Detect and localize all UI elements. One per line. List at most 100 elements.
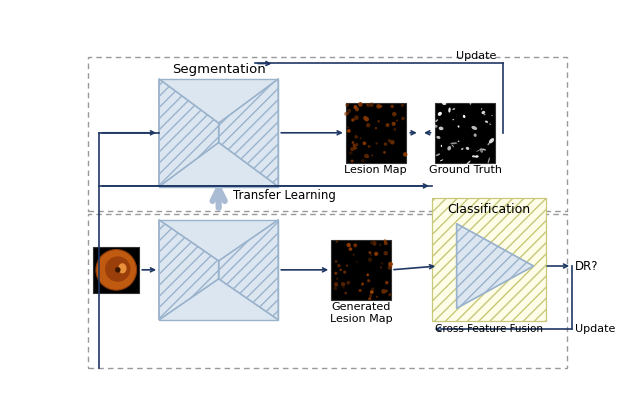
Circle shape (385, 143, 387, 145)
Bar (93, 247, 140, 293)
Circle shape (370, 295, 371, 297)
Circle shape (349, 152, 352, 154)
Bar (435, 103, 495, 163)
Polygon shape (219, 79, 278, 186)
Circle shape (353, 144, 355, 146)
Circle shape (385, 290, 387, 292)
Ellipse shape (466, 160, 470, 165)
Ellipse shape (475, 155, 479, 158)
Bar (432, 198, 546, 321)
Circle shape (366, 155, 369, 157)
Ellipse shape (492, 115, 493, 116)
Ellipse shape (463, 115, 465, 118)
Ellipse shape (458, 125, 460, 128)
Polygon shape (159, 79, 219, 186)
Ellipse shape (466, 147, 469, 150)
Circle shape (377, 105, 380, 108)
Circle shape (367, 274, 368, 276)
Ellipse shape (474, 134, 477, 137)
Ellipse shape (483, 114, 486, 115)
Circle shape (389, 262, 392, 266)
Text: Transfer Learning: Transfer Learning (232, 189, 335, 202)
Ellipse shape (451, 144, 454, 147)
Ellipse shape (436, 153, 440, 156)
Ellipse shape (118, 263, 127, 273)
Circle shape (376, 143, 378, 144)
Circle shape (369, 258, 372, 261)
Circle shape (373, 242, 376, 245)
Circle shape (402, 104, 403, 105)
Circle shape (380, 105, 381, 107)
Circle shape (346, 104, 349, 106)
Circle shape (369, 298, 371, 299)
Circle shape (352, 119, 354, 121)
Circle shape (392, 122, 395, 125)
Ellipse shape (476, 148, 482, 152)
Ellipse shape (472, 126, 477, 130)
Ellipse shape (482, 149, 486, 150)
Circle shape (349, 248, 351, 250)
Circle shape (346, 265, 348, 266)
Circle shape (347, 282, 349, 284)
Bar (432, 198, 546, 321)
Circle shape (355, 136, 357, 138)
Text: Generated
Lesion Map: Generated Lesion Map (330, 302, 392, 324)
Text: Ground Truth: Ground Truth (429, 165, 502, 175)
Circle shape (364, 116, 367, 120)
Bar (159, 79, 278, 186)
Circle shape (370, 103, 373, 106)
Circle shape (345, 292, 346, 294)
Ellipse shape (447, 146, 451, 150)
Ellipse shape (436, 136, 440, 139)
Circle shape (356, 144, 358, 145)
Circle shape (340, 269, 341, 270)
Bar (88, 214, 566, 368)
Circle shape (362, 160, 364, 162)
Ellipse shape (438, 126, 444, 130)
Text: DR?: DR? (575, 260, 598, 273)
Circle shape (386, 123, 389, 126)
Text: Update: Update (575, 324, 616, 334)
Ellipse shape (452, 119, 454, 120)
Ellipse shape (489, 123, 491, 125)
Circle shape (345, 113, 348, 115)
Circle shape (401, 105, 403, 106)
Circle shape (335, 261, 337, 262)
Circle shape (352, 142, 354, 143)
Circle shape (363, 142, 365, 144)
Circle shape (380, 267, 381, 268)
Ellipse shape (441, 145, 442, 147)
Circle shape (369, 252, 371, 253)
Circle shape (347, 244, 350, 247)
Text: Update: Update (456, 51, 496, 61)
Circle shape (375, 253, 377, 255)
Circle shape (378, 121, 380, 122)
Circle shape (375, 252, 378, 255)
Circle shape (389, 262, 391, 264)
Ellipse shape (461, 148, 463, 150)
Circle shape (371, 291, 373, 293)
Circle shape (381, 263, 383, 264)
Ellipse shape (96, 249, 136, 290)
Ellipse shape (489, 138, 494, 144)
Ellipse shape (488, 157, 490, 163)
Circle shape (367, 280, 369, 282)
Ellipse shape (438, 112, 442, 116)
Circle shape (362, 283, 364, 284)
Ellipse shape (470, 101, 471, 105)
Circle shape (402, 117, 404, 120)
Ellipse shape (488, 143, 490, 145)
Ellipse shape (448, 108, 451, 113)
Circle shape (335, 283, 337, 286)
Text: Segmentation: Segmentation (172, 63, 266, 76)
Circle shape (335, 284, 337, 286)
Polygon shape (219, 220, 278, 320)
Ellipse shape (481, 111, 485, 114)
Circle shape (388, 139, 390, 142)
Text: Lesion Map: Lesion Map (344, 165, 407, 175)
Circle shape (394, 129, 396, 130)
Circle shape (383, 152, 385, 153)
Ellipse shape (442, 102, 446, 105)
Ellipse shape (435, 119, 438, 122)
Circle shape (344, 271, 346, 273)
